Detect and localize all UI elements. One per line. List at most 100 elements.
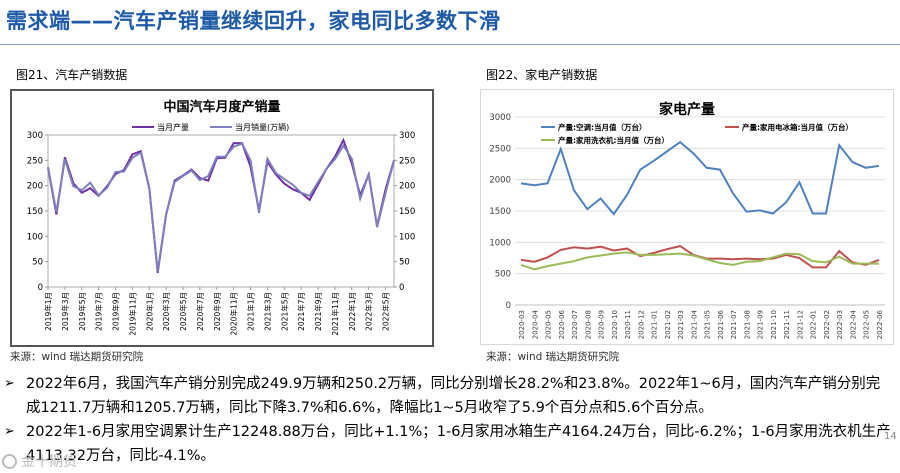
watermark-text: 金十期货 [21,454,77,470]
chart-title: 家电产量 [659,101,715,118]
x-tick-label: 2021年3月 [262,292,272,331]
x-tick-label: 2022-06 [876,309,884,339]
x-tick-label: 2021-10 [770,310,778,339]
arrow-bullet-icon: ➢ [4,376,15,391]
y-tick-label: 1000 [489,238,511,248]
x-tick-label: 2021年11月 [330,292,340,336]
x-tick-label: 2022年5月 [381,292,391,331]
y-tick-label-left: 50 [32,258,43,268]
appliance-chart-svg: 家电产量 0 500 1000 1500 2000 2500 3000 2020-03 2020-… [489,101,885,339]
x-tick-label: 2020-07 [571,310,579,339]
y-tick-label: 2000 [489,176,511,186]
x-tick-label: 2021年5月 [279,292,289,331]
x-tick-label: 2020-10 [611,310,619,339]
x-tick-label: 2022-02 [823,310,831,339]
y-tick-label: 0 [506,301,511,311]
x-tick-label: 2021-01 [651,310,659,339]
arrow-bullet-icon: ➢ [4,424,15,439]
x-tick-label: 2021-03 [677,310,685,339]
series-line-production [47,137,395,273]
x-tick-label: 2021年9月 [313,292,323,331]
bullet-item: ➢ 2022年1-6月家用空调累计生产12248.88万台，同比+1.1%；1-… [4,420,894,468]
x-tick-label: 2019年5月 [77,292,87,331]
x-tick-label: 2022-03 [836,310,844,339]
y-tick-label-left: 250 [27,156,43,166]
x-tick-label: 2019年11月 [127,292,137,336]
y-tick-label-left: 200 [27,182,43,192]
legend-label: 产量:家用电冰箱:当月值（万台） [742,122,853,132]
y-tick-label-right: 0 [399,283,404,293]
bullet-text-car: 2022年6月，我国汽车产销分别完成249.9万辆和250.2万辆，同比分别增长… [26,376,881,416]
y-tick-label-left: 150 [27,207,43,217]
x-tick-label: 2020-04 [531,309,539,339]
x-tick-label: 2020-03 [518,310,526,339]
series-line-aircon [520,140,880,216]
bullet-item: ➢ 2022年6月，我国汽车产销分别完成249.9万辆和250.2万辆，同比分别… [4,372,894,420]
y-tick-label-left: 300 [27,131,43,141]
page-title: 需求端——汽车产销量继续回升，家电同比多数下滑 [6,9,501,33]
x-tick-label: 2021-05 [704,310,712,339]
x-tick-label: 2020-11 [624,310,632,339]
x-tick-label: 2022-01 [810,310,818,339]
x-tick-label: 2022年1月 [347,292,357,331]
y-tick-label-left: 0 [38,283,43,293]
car-chart-svg: 中国汽车月度产销量 0 0 50 50 100 100 150 150 200 200 250 250 3… [27,99,415,336]
x-tick-label: 2022-05 [863,310,871,339]
x-tick-label: 2021-11 [783,310,791,339]
x-tick-label: 2020-06 [558,309,566,339]
y-tick-label-left: 100 [27,232,43,242]
legend-label: 产量:家用洗衣机:当月值（万台） [558,135,669,145]
bullet-list: ➢ 2022年6月，我国汽车产销分别完成249.9万辆和250.2万辆，同比分别… [4,372,894,468]
x-tick-label: 2019年7月 [94,292,104,331]
x-tick-label: 2022年3月 [364,292,374,331]
y-tick-label: 3000 [489,113,511,123]
watermark: 金十期货 [2,451,77,471]
legend-label: 产量:空调:当月值（万台） [558,122,647,132]
y-tick-label-right: 50 [399,258,410,268]
figure-label-appliance: 图22、家电产销数据 [486,68,598,82]
x-tick-label: 2020-09 [598,310,606,339]
car-production-sales-chart: 中国汽车月度产销量 0 0 50 50 100 100 150 150 200 200 250 250 3… [10,89,434,347]
x-tick-label: 2021-12 [796,310,804,339]
x-tick-label: 2020年11月 [229,292,239,336]
x-tick-label: 2020-12 [637,310,645,339]
x-tick-label: 2022-04 [849,309,857,339]
y-tick-label: 2500 [489,144,511,154]
x-tick-label: 2019年3月 [60,292,70,331]
x-tick-label: 2020-05 [545,310,553,339]
y-tick-label: 500 [495,270,511,280]
x-tick-label: 2019年9月 [111,292,121,331]
legend-label: 当月销量(万辆) [235,122,289,132]
x-tick-label: 2021-06 [717,309,725,339]
chart-title: 中国汽车月度产销量 [163,99,280,115]
x-tick-label: 2021-02 [664,310,672,339]
y-tick-label: 1500 [489,207,511,217]
series-line-sales [47,142,395,272]
page-number: 14 [884,431,897,442]
bullet-text-appliance: 2022年1-6月家用空调累计生产12248.88万台，同比+1.1%；1-6月… [26,424,891,464]
x-tick-label: 2020-08 [584,310,592,339]
y-tick-label-right: 250 [399,156,415,166]
source-note-appliance: 来源：wind 瑞达期货研究院 [486,351,620,363]
x-tick-label: 2021年7月 [296,292,306,331]
x-tick-label: 2020年7月 [195,292,205,331]
x-tick-label: 2020年5月 [178,292,188,331]
watermark-logo-icon [2,454,17,469]
appliance-production-chart: 家电产量 0 500 1000 1500 2000 2500 3000 2020-03 2020-… [480,89,894,345]
x-tick-label: 2021-08 [743,310,751,339]
source-note-car: 来源：wind 瑞达期货研究院 [10,351,144,363]
x-tick-label: 2020年9月 [212,292,222,331]
x-tick-label: 2020年3月 [161,292,171,331]
series-line-washer [520,251,879,271]
y-tick-label-right: 150 [399,207,415,217]
x-tick-label: 2021-04 [690,309,698,339]
x-tick-label: 2020年1月 [144,292,154,331]
y-tick-label-right: 200 [399,182,415,192]
legend-label: 当月产量 [157,122,189,132]
x-tick-label: 2019年1月 [43,292,53,331]
x-tick-label: 2021-07 [730,310,738,339]
title-divider [0,44,900,45]
x-tick-label: 2021-09 [757,310,765,339]
x-tick-label: 2021年1月 [246,292,256,331]
y-tick-label-right: 100 [399,232,415,242]
